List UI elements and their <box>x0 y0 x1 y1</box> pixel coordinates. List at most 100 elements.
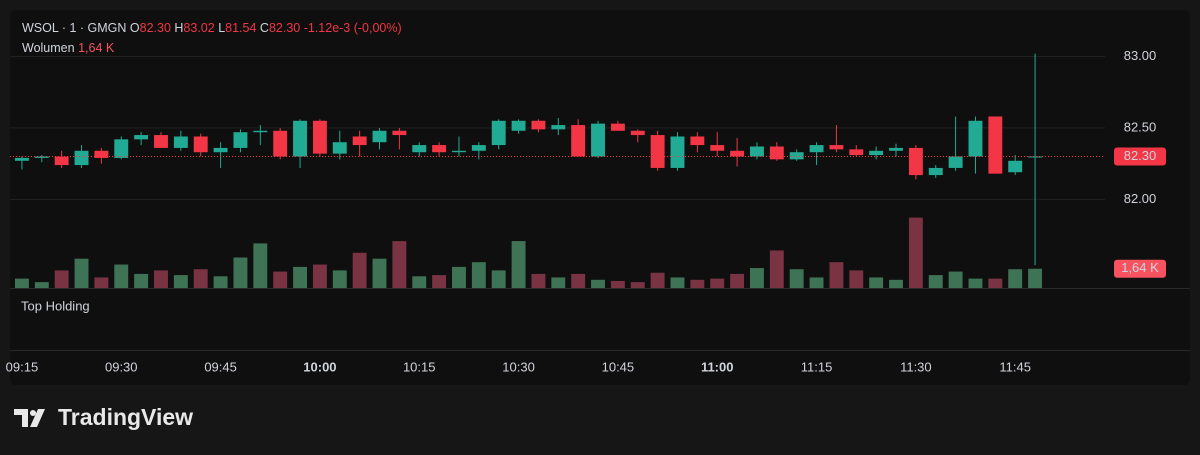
candle-body <box>650 135 665 168</box>
volume-bar <box>432 275 447 288</box>
volume-bar <box>452 266 466 288</box>
chart-panel <box>10 10 1190 385</box>
volume-bar <box>213 276 228 288</box>
volume-bar <box>928 275 943 288</box>
volume-bar <box>173 275 188 288</box>
candle-body <box>54 156 69 166</box>
x-tick-label: 11:00 <box>701 359 734 374</box>
volume-bar <box>54 270 69 288</box>
volume-bar <box>14 278 29 288</box>
volume-bar <box>670 277 685 288</box>
x-tick-label: 09:30 <box>105 359 138 374</box>
candle-body <box>253 130 268 133</box>
brand: TradingView <box>14 404 193 431</box>
candle-body <box>312 120 327 154</box>
candle-body <box>134 135 149 140</box>
volume-bar <box>849 270 864 288</box>
candle-body <box>908 147 923 176</box>
x-tick-label: 11:30 <box>900 359 932 374</box>
volume-bar <box>154 270 168 288</box>
candle-body <box>829 145 844 150</box>
pane-title: Top Holding <box>21 298 90 313</box>
volume-bar <box>650 272 665 288</box>
volume-bar <box>749 268 764 288</box>
x-tick-label: 10:15 <box>403 359 436 374</box>
volume-bar <box>511 241 526 288</box>
candle-body <box>889 147 903 151</box>
candle-body <box>948 156 963 168</box>
candle-body <box>730 150 745 157</box>
volume-bar <box>591 279 605 288</box>
high: 83.02 <box>183 21 215 35</box>
candle-body <box>690 136 705 146</box>
candle-body <box>610 123 625 131</box>
volume-bar <box>134 273 149 288</box>
candle-body <box>869 150 884 156</box>
candle-body <box>849 149 864 156</box>
last-price-tag <box>1114 147 1166 166</box>
candle-body <box>14 157 29 161</box>
h-label: H <box>174 21 184 35</box>
volume-label: Wolumen <box>22 41 75 55</box>
candle-body <box>233 132 248 148</box>
volume-bar <box>690 279 705 288</box>
volume-bar <box>769 250 784 288</box>
candle-body <box>968 120 983 157</box>
volume-bar <box>412 276 427 288</box>
volume-header: Wolumen 1,64 K <box>22 41 114 55</box>
low: 81.54 <box>225 21 257 35</box>
volume-bar <box>352 252 367 288</box>
c-label: C <box>259 21 269 35</box>
brand-name: TradingView <box>58 404 194 430</box>
candle-body <box>452 150 466 153</box>
volume-bar <box>869 277 884 288</box>
x-tick-label: 09:45 <box>204 359 237 374</box>
candle-body <box>173 136 188 148</box>
candle-body <box>591 123 605 157</box>
volume-bar <box>372 258 387 288</box>
candle-body <box>809 145 824 153</box>
y-tick-label: 83.00 <box>1124 48 1157 63</box>
volume-bar <box>531 273 546 288</box>
volume-bar <box>968 278 983 288</box>
volume-bar <box>74 258 89 288</box>
volume-bar <box>829 262 844 288</box>
last-volume-tag <box>1114 259 1166 278</box>
volume-bar <box>630 282 645 288</box>
volume-bar <box>312 264 327 288</box>
candle-body <box>412 145 427 153</box>
volume-bar <box>571 273 586 288</box>
candle-body <box>670 136 685 168</box>
candle-body <box>710 145 725 151</box>
y-tick-label: 82.00 <box>1124 191 1157 206</box>
candle-body <box>789 152 804 160</box>
l-label: L <box>218 21 226 35</box>
candle-body <box>749 146 764 157</box>
volume-bar <box>193 269 208 288</box>
header: WSOL · 1 · GMGN O82.30 H83.02 L81.54 C82… <box>22 21 402 35</box>
candle-body <box>352 136 367 146</box>
volume-bar <box>1008 269 1023 288</box>
candle-body <box>372 130 387 143</box>
candle-body <box>1008 160 1023 173</box>
last-volume-label: 1,64 K <box>1121 260 1159 275</box>
plot: 82.00 82.50 83.00 09:15 09:30 09:45 10:00 10:15… <box>6 48 1166 374</box>
volume-bar <box>948 271 963 288</box>
x-tick-label: 09:15 <box>6 359 39 374</box>
candle-body <box>531 120 546 130</box>
change: -1.12e-3 (-0,00%) <box>303 21 402 35</box>
candle-body <box>432 145 447 153</box>
volume-bar <box>233 257 248 288</box>
candle-body <box>154 135 168 148</box>
candle-body <box>193 136 208 153</box>
volume-bar <box>1028 268 1043 288</box>
candle-body <box>293 120 308 157</box>
candle-body <box>332 142 347 154</box>
volume-bar <box>730 273 745 288</box>
volume-bar <box>551 277 566 288</box>
volume-bar <box>710 278 725 288</box>
close: 82.30 <box>268 21 301 35</box>
volume-value: 1,64 K <box>78 41 115 55</box>
brand-logo <box>14 408 45 427</box>
